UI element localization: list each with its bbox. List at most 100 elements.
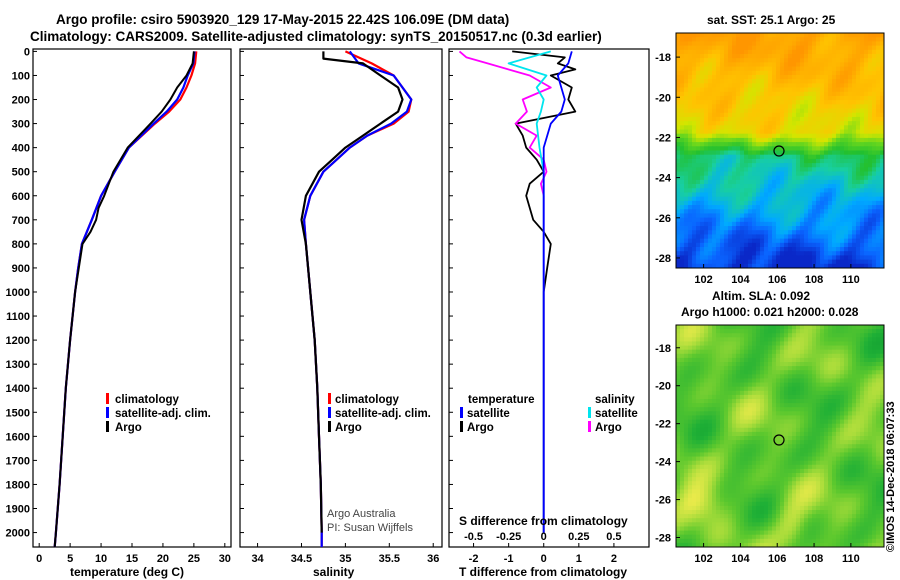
sla-map-cell [688,452,693,457]
sla-map-cell [832,374,837,379]
depth-tick-label: 1200 [6,335,30,347]
sla-map-cell [772,390,777,396]
sla-map-cell [692,378,697,383]
sst-map-cell [828,83,833,88]
sla-map-cell [728,341,733,346]
sla-map-cell [796,382,801,388]
sst-map-cell [720,205,725,210]
sst-map-cell [876,213,881,219]
sst-map-cell [848,100,853,105]
sla-map-cell [688,419,693,425]
sst-map-cell [852,205,857,210]
sst-map-cell [808,221,813,227]
sst-map-cell [764,133,769,139]
sst-map-cell [732,108,737,114]
sla-map-cell [744,411,749,416]
sla-map-cell [704,357,709,363]
sla-map-cell [760,431,765,437]
sst-map-cell [848,230,853,235]
sla-map-cell [832,362,837,367]
sst-map-cell [824,129,829,135]
sst-map-cell [736,217,741,223]
sst-map-cell [860,74,865,80]
sst-map-cell [740,116,745,122]
sla-map-cell [684,333,689,338]
sst-map-cell [824,49,829,55]
sla-map-cell [756,419,761,425]
sla-map-cell [684,353,689,359]
sst-map-cell [860,49,865,55]
sla-map-cell [732,448,737,453]
sla-map-cell [700,444,705,449]
sla-map-cell [864,341,869,346]
sst-map-cell [836,150,841,156]
sla-map-cell [880,460,885,466]
sst-map-cell [880,171,885,177]
sla-map-cell [796,411,801,416]
sla-map-cell [728,357,733,363]
sla-map-cell [864,431,869,437]
sla-map-cell [704,456,709,462]
sla-map-cell [720,473,725,478]
sla-map-cell [832,427,837,433]
sla-map-cell [736,390,741,396]
sst-map-cell [784,133,789,139]
sst-map-cell [872,175,877,181]
sst-map-cell [716,247,721,252]
sla-map-cell [876,415,881,420]
sst-map-cell [784,221,789,227]
sla-map-cell [828,452,833,457]
sst-map-cell [776,49,781,55]
sla-map-cell [832,325,837,330]
sst-map-cell [776,247,781,252]
sst-map-cell [704,163,709,168]
sst-map-cell [716,112,721,118]
sst-map-cell [752,62,757,67]
sst-map-cell [716,129,721,135]
sst-map-cell [796,226,801,231]
sst-map-cell [836,53,841,59]
sst-map-cell [872,62,877,67]
sst-map-cell [784,49,789,55]
sla-map-cell [720,390,725,396]
sla-map-cell [772,427,777,433]
sst-map-cell [772,238,777,244]
sst-map-cell [676,33,681,38]
sst-map-cell [744,116,749,122]
sla-map-cell [692,362,697,367]
sst-map-cell [880,192,885,198]
sst-map-cell [696,108,701,114]
sst-map-cell [844,142,849,147]
sla-map-cell [744,329,749,334]
sst-map-cell [740,255,745,261]
sla-map-cell [864,345,869,351]
sst-map-cell [876,116,881,122]
sla-map-cell [684,345,689,351]
sla-map-cell [748,362,753,367]
sst-map-cell [760,83,765,88]
sst-map-cell [840,45,845,51]
sla-map-cell [860,448,865,453]
sla-map-cell [840,423,845,429]
sla-map-cell [684,427,689,433]
sst-map-cell [864,112,869,118]
sst-map-cell [836,217,841,223]
sst-map-cell [708,205,713,210]
sla-map-cell [704,448,709,453]
sst-map-cell [820,230,825,235]
sla-map-cell [876,374,881,379]
sst-map-cell [680,217,685,223]
sst-map-cell [724,62,729,67]
sst-map-cell [732,100,737,105]
sst-map-cell [816,45,821,51]
sst-map-cell [788,179,793,185]
sla-map-cell [736,382,741,388]
sst-map-cell [832,238,837,244]
sla-map-cell [776,390,781,396]
sla-map-cell [868,390,873,396]
sla-map-cell [684,440,689,445]
sla-map-cell [692,419,697,425]
sst-map-cell [852,200,857,206]
sst-map-cell [852,196,857,202]
sst-map-cell [836,137,841,143]
